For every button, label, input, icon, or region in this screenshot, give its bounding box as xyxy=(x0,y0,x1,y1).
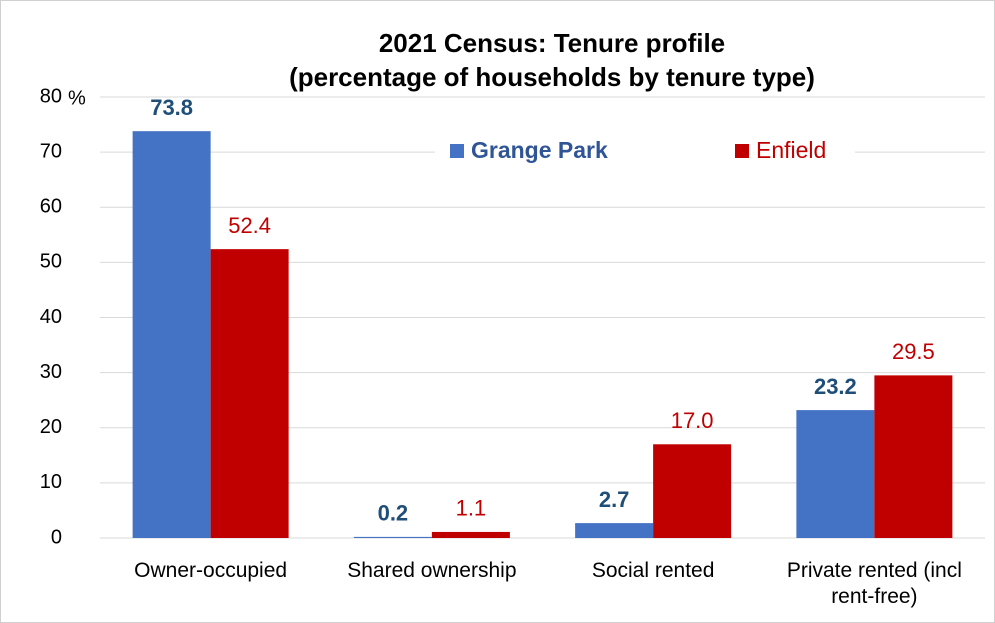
y-tick-label: 20 xyxy=(40,416,62,438)
y-tick-label: 50 xyxy=(40,251,62,273)
bar xyxy=(431,531,510,538)
legend-label: Grange Park xyxy=(471,137,608,163)
data-label: 17.0 xyxy=(671,408,714,433)
bar xyxy=(210,249,289,538)
legend-swatch xyxy=(450,144,464,158)
data-label: 1.1 xyxy=(456,496,487,521)
legend-background xyxy=(435,130,855,172)
y-unit-label: % xyxy=(68,87,86,109)
chart-subtitle: (percentage of households by tenure type… xyxy=(289,62,815,92)
bar xyxy=(132,131,211,539)
legend-swatch xyxy=(735,144,749,158)
legend-label: Enfield xyxy=(756,137,826,163)
bar xyxy=(653,444,732,538)
y-tick-label: 80 xyxy=(40,85,62,107)
bar xyxy=(575,523,654,538)
y-tick-label: 10 xyxy=(40,471,62,493)
chart-title: 2021 Census: Tenure profile xyxy=(379,28,725,58)
x-tick-label: Private rented (incl rent-free) xyxy=(786,559,962,608)
data-label: 29.5 xyxy=(892,339,935,364)
data-label: 23.2 xyxy=(814,374,857,399)
data-label: 2.7 xyxy=(599,487,630,512)
x-tick-label: Shared ownership xyxy=(347,559,517,582)
y-tick-label: 0 xyxy=(51,526,62,548)
x-tick-label: Social rented xyxy=(591,559,715,582)
y-tick-label: 70 xyxy=(40,140,62,162)
x-tick-label: Owner-occupied xyxy=(134,559,288,582)
data-label: 0.2 xyxy=(378,501,409,526)
data-label: 52.4 xyxy=(228,213,271,238)
bar xyxy=(874,375,953,538)
data-label: 73.8 xyxy=(150,95,193,120)
y-tick-label: 60 xyxy=(40,196,62,218)
y-tick-label: 30 xyxy=(40,361,62,383)
bar xyxy=(353,536,432,538)
y-tick-label: 40 xyxy=(40,306,62,328)
bar xyxy=(796,410,875,538)
